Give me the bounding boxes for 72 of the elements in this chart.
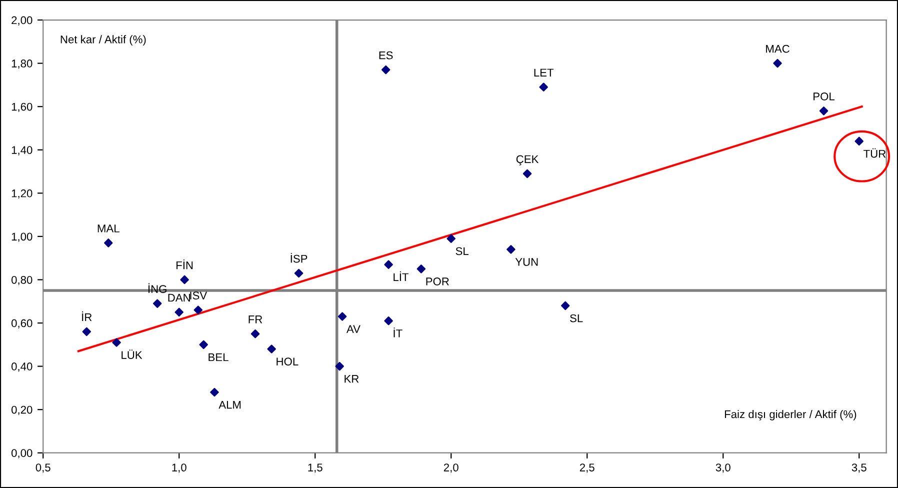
annotation: ALM — [218, 401, 241, 409]
annotation: BEL — [208, 353, 228, 362]
point — [294, 268, 304, 278]
annotation: MAL — [98, 224, 120, 232]
annotation: SL — [456, 247, 469, 256]
y-tick-label: 0,20 — [12, 406, 32, 416]
annotation: İR — [82, 311, 92, 322]
point — [104, 238, 113, 248]
annotation: POR — [426, 278, 449, 286]
annotation: ÇEK — [516, 155, 539, 166]
annotation: ISV — [190, 292, 208, 300]
annotation: SL — [570, 314, 583, 322]
y-tick-label: 1,40 — [12, 146, 32, 156]
annotation: POL — [814, 92, 835, 100]
x-tick-label: 1,5 — [308, 464, 322, 473]
point — [82, 327, 91, 336]
y-tick-label: 1,20 — [12, 189, 32, 199]
point — [819, 106, 828, 116]
annotation: MAC — [766, 44, 790, 53]
point — [522, 169, 532, 178]
y-tick-label: 0,80 — [12, 276, 32, 286]
annotation: LET — [534, 68, 554, 76]
point — [180, 275, 189, 284]
point — [506, 245, 516, 254]
annotation: DAN — [168, 294, 190, 302]
point — [384, 260, 393, 269]
point — [338, 312, 347, 321]
annotation: İNG — [148, 283, 166, 293]
annotation: FİN — [176, 259, 193, 270]
y-tick-label: 2,00 — [12, 16, 32, 26]
annotation: HOL — [276, 358, 298, 366]
x-tick-label: 2,5 — [580, 464, 594, 473]
point — [416, 264, 426, 274]
point — [250, 329, 260, 338]
point — [174, 308, 184, 317]
y-axis-title: Net kar / Aktif (%) — [60, 35, 146, 46]
point — [384, 316, 393, 326]
annotation: İT — [394, 328, 402, 338]
annotation: LÜK — [122, 350, 142, 359]
x-tick-label: 1,0 — [172, 464, 186, 473]
x-tick-label: 3,5 — [852, 464, 866, 473]
point — [267, 344, 276, 354]
point — [210, 388, 219, 397]
point — [152, 299, 162, 308]
annotation: TÜR — [864, 148, 886, 158]
annotation: AV — [346, 325, 360, 333]
point — [539, 82, 548, 92]
x-axis-title: Faiz dışı giderler / Aktif (%) — [724, 410, 856, 420]
point — [112, 338, 121, 347]
point — [199, 340, 208, 350]
y-tick-label: 0,60 — [12, 319, 32, 328]
point — [446, 234, 456, 243]
annotation: YUN — [515, 258, 538, 266]
x-tick-label: 2,0 — [444, 464, 458, 473]
annotation: KR — [344, 375, 359, 383]
annotation: İSP — [290, 252, 308, 263]
point — [194, 306, 203, 314]
point — [381, 65, 390, 74]
annotation: ES — [379, 51, 393, 60]
y-tick-label: 0,40 — [12, 362, 32, 372]
point — [854, 136, 864, 146]
annotation: FR — [248, 316, 262, 324]
x-tick-label: 3,0 — [716, 464, 730, 473]
point — [560, 301, 570, 310]
x-tick-label: 0,5 — [36, 464, 50, 473]
point — [335, 362, 344, 371]
y-tick-label: 1,60 — [12, 102, 32, 112]
annotation: LİT — [394, 271, 409, 281]
y-tick-label: 0,00 — [12, 449, 32, 458]
y-tick-label: 1,80 — [12, 60, 32, 69]
y-tick-label: 1,00 — [12, 232, 32, 242]
point — [773, 58, 782, 68]
